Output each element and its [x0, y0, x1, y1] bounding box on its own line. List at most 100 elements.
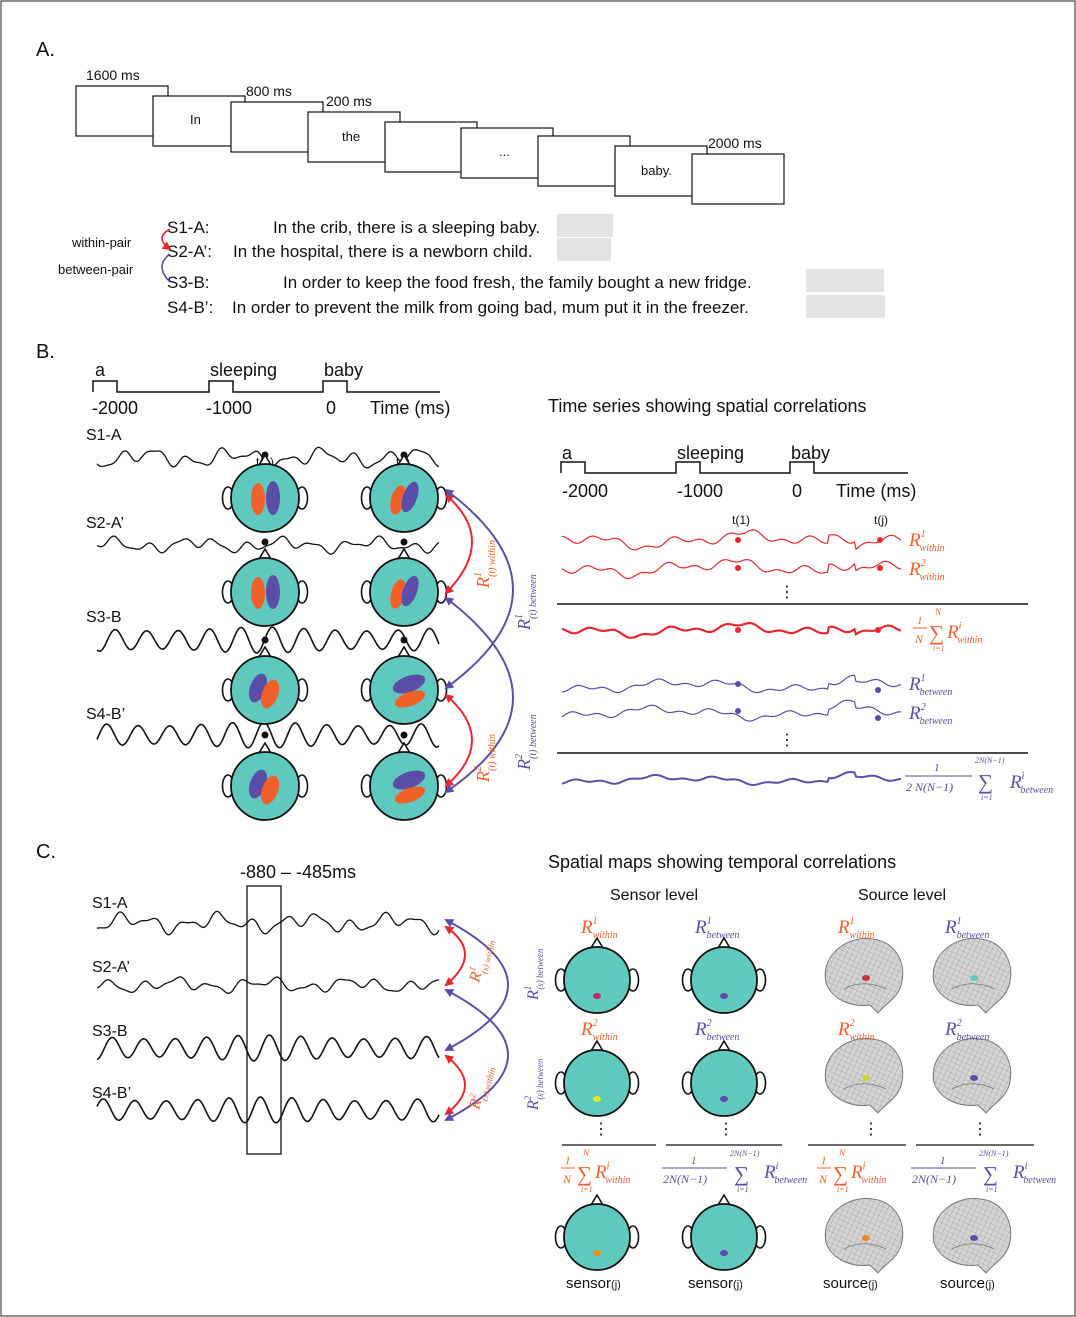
c-label-within-2-sensor: R2 within — [580, 1018, 618, 1043]
sensor-j-label-2: sensor(j) — [688, 1275, 743, 1292]
wave-s4-b — [96, 721, 440, 749]
svg-text:i=1: i=1 — [837, 1185, 849, 1194]
sentence-2-label: S2-A’: — [167, 242, 212, 261]
tick-right-zero: 0 — [792, 481, 802, 501]
sentence-3-label: S3-B: — [167, 273, 210, 292]
timeline-word-a: a — [95, 360, 106, 380]
c-signal-label-s3: S3-B — [92, 1023, 128, 1040]
label-r-between-2-b: R2 (t) between — [514, 714, 539, 771]
sentence-list: S1-A: In the crib, there is a sleeping b… — [167, 218, 752, 317]
svg-text:1: 1 — [940, 1155, 946, 1167]
wave-s3-b — [96, 626, 440, 654]
svg-text:R2(t) between: R2 (t) between — [514, 714, 539, 771]
wave-s3-c — [96, 1034, 440, 1062]
svg-text:∑: ∑ — [978, 770, 993, 794]
correlation-maps — [554, 936, 1012, 1274]
trace-timepoint-dot — [735, 627, 741, 633]
svg-text:N: N — [934, 607, 942, 617]
timeline-right-word-a: a — [562, 443, 573, 463]
c-label-between-1-sensor: R1 between — [694, 916, 739, 941]
svg-text:N: N — [914, 632, 924, 646]
scalp-s1-t1 — [221, 453, 309, 533]
wave-s2-b — [96, 535, 440, 555]
frame-in-text: In — [190, 112, 201, 127]
label-r-between-1-b: R1 (t) between — [514, 574, 539, 631]
frame-9 — [691, 153, 785, 205]
trace-r-within-1 — [561, 529, 902, 551]
timeline-right-word-baby: baby — [791, 443, 830, 463]
c-ellipsis-1: ⋮ — [593, 1121, 609, 1138]
trace-r-between-1 — [561, 674, 902, 694]
source-level-label: Source level — [858, 887, 946, 904]
c-signal-label-s4: S4-B’ — [92, 1085, 131, 1102]
svg-text:1: 1 — [934, 762, 940, 774]
sentence-4-text: In order to prevent the milk from going … — [232, 298, 749, 317]
wave-s2-c — [96, 976, 440, 994]
svg-text:R2(t) within: R2 (t) within — [473, 734, 498, 783]
svg-text:2N(N−1): 2N(N−1) — [979, 1149, 1009, 1158]
timepoint-dot — [400, 731, 408, 739]
timeline-word-baby: baby — [324, 360, 363, 380]
source-map-between-2 — [932, 1037, 1012, 1114]
trace-timepoint-dot — [877, 537, 883, 543]
label-r-within-1-series: R1 within — [908, 529, 945, 554]
svg-text:1: 1 — [917, 615, 923, 627]
svg-text:∑: ∑ — [983, 1162, 998, 1186]
eeg-waves-c — [96, 910, 440, 1124]
wave-s1-c — [96, 910, 440, 936]
arrow-within-1-c — [444, 925, 466, 987]
formula-mean-within-sensor: 1 N N ∑ i=1 Ri within — [561, 1148, 630, 1194]
timeline-left: a sleeping baby -2000 -1000 0 Time (ms) — [92, 360, 450, 418]
timepoint-dot — [261, 731, 269, 739]
marker-t1-right: t(1) — [732, 513, 750, 527]
duration-1600: 1600 ms — [86, 67, 140, 83]
duration-200: 200 ms — [326, 93, 372, 109]
panel-label-b: B. — [36, 341, 55, 363]
svg-text:1: 1 — [565, 1155, 571, 1167]
tick-zero: 0 — [326, 398, 336, 418]
c-label-within-1-sensor: R1 within — [580, 916, 618, 941]
scalp-s4-t1 — [221, 741, 309, 821]
svg-text:2N(N−1): 2N(N−1) — [912, 1172, 956, 1186]
wave-s4-c — [96, 1096, 440, 1124]
arrow-within-2-b — [444, 693, 473, 788]
timeline-right: a sleeping baby -2000 -1000 0 Time (ms) — [560, 443, 916, 501]
label-r-between-2-c: R2 (s) between — [523, 1058, 545, 1111]
timepoint-dot — [400, 636, 408, 644]
svg-text:2N(N−1): 2N(N−1) — [663, 1172, 707, 1186]
frame-baby-text: baby. — [641, 163, 672, 178]
tick-minus1000: -1000 — [206, 398, 252, 418]
c-map-labels: R1 within R1 between R1 within R1 between R2… — [580, 916, 989, 1043]
svg-text:2N(N−1): 2N(N−1) — [730, 1149, 760, 1158]
panel-label-a: A. — [36, 39, 55, 61]
source-map-within-2 — [824, 1037, 904, 1114]
sentence-2-text: In the hospital, there is a newborn chil… — [233, 242, 533, 261]
sensor-level-label: Sensor level — [610, 887, 698, 904]
c-label-within-1-source: R1 within — [837, 916, 875, 941]
signal-label-s2: S2-A’ — [86, 515, 124, 532]
trace-r-between-2 — [561, 699, 901, 722]
highlight-baby — [557, 214, 613, 237]
trace-timepoint-dot — [875, 715, 881, 721]
svg-text:i=1: i=1 — [986, 1185, 998, 1194]
panel-label-c: C. — [36, 841, 56, 863]
trace-timepoint-dot — [735, 537, 741, 543]
signal-label-s3: S3-B — [86, 609, 122, 626]
timeline-right-word-sleeping: sleeping — [677, 443, 744, 463]
c-ellipsis-4: ⋮ — [972, 1121, 988, 1138]
highlight-child — [557, 238, 611, 261]
formula-mean-between-sensor: 1 2N(N−1) 2N(N−1) ∑ i=1 Ri between — [662, 1149, 807, 1194]
timeline-word-onsets — [92, 380, 440, 393]
duration-2000: 2000 ms — [708, 135, 762, 151]
sensor-map-within-1 — [554, 936, 640, 1014]
frame-in — [152, 95, 246, 147]
svg-text:2 N(N−1): 2 N(N−1) — [906, 780, 953, 794]
timepoint-dot — [261, 636, 269, 644]
label-r-within-2-series: R2 within — [908, 558, 945, 583]
svg-text:1: 1 — [691, 1155, 697, 1167]
marker-tj-right: t(j) — [874, 513, 888, 527]
